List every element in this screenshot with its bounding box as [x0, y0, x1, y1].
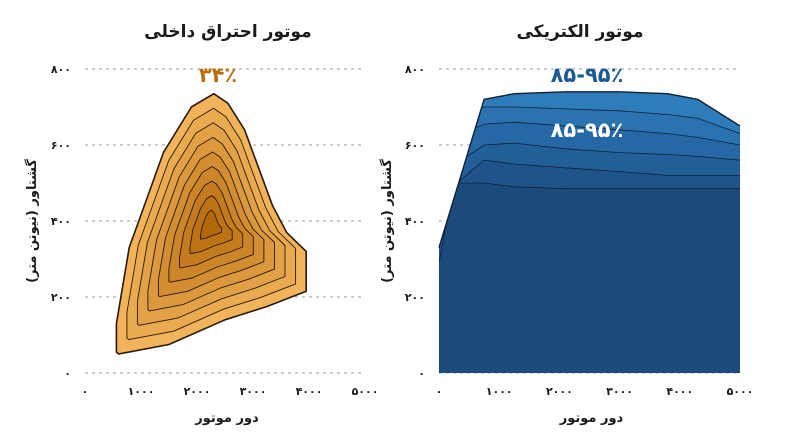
chart-title: موتور الکتریکی	[516, 22, 643, 42]
efficiency-band	[439, 91, 740, 135]
peak-efficiency-label: ۳۴٪	[199, 63, 237, 87]
x-tick-label: ۵۰۰۰	[727, 385, 754, 398]
x-axis-label: دور موتور	[559, 411, 624, 426]
efficiency-label: ۸۵-۹۵٪	[551, 118, 624, 142]
x-tick-label: ۱۰۰۰	[486, 385, 513, 398]
chart-title: موتور احتراق داخلی	[144, 22, 311, 42]
envelope-outline	[438, 91, 741, 248]
efficiency-bands	[439, 91, 740, 264]
y-tick-label: ۰	[64, 367, 71, 380]
y-tick-label: ۰	[418, 367, 425, 380]
y-tick-label: ۲۰۰	[405, 291, 425, 304]
x-tick-label: ۳۰۰۰	[240, 385, 267, 398]
x-tick-label: ۲۰۰۰	[546, 385, 573, 398]
x-tick-label: ۴۰۰۰	[296, 385, 323, 398]
y-axis-label: گشتاور (نیوتن متر)	[24, 159, 40, 283]
panel-2: ۰ ۲۰۰ ۴۰۰ ۶۰۰ ۸۰۰ ۰ ۱۰۰۰ ۲۰۰۰ ۳۰۰۰ ۴۰۰۰ ۵۰۰۰ موتور …	[379, 22, 753, 426]
y-tick-label: ۶۰۰	[405, 139, 425, 152]
contour-ring	[200, 209, 223, 240]
efficiency-label: ۸۵-۹۵٪	[551, 63, 624, 87]
y-tick-label: ۸۰۰	[405, 63, 425, 76]
x-tick-label: ۵۰۰۰	[352, 385, 379, 398]
y-tick-label: ۶۰۰	[51, 139, 71, 152]
x-axis-label: دور موتور	[194, 411, 259, 426]
y-tick-label: ۴۰۰	[51, 215, 71, 228]
x-tick-label: ۲۰۰۰	[184, 385, 211, 398]
x-tick-label: ۱۰۰۰	[128, 385, 155, 398]
x-tick-label: ۴۰۰۰	[666, 385, 693, 398]
panel-1: ۰ ۲۰۰ ۴۰۰ ۶۰۰ ۸۰۰ ۰ ۱۰۰۰ ۲۰۰۰ ۳۰۰۰ ۴۰۰۰ ۵۰۰۰ موتور …	[24, 22, 378, 426]
y-tick-label: ۸۰۰	[51, 63, 71, 76]
x-tick-label: ۰	[436, 385, 443, 398]
x-tick-label: ۳۰۰۰	[606, 385, 633, 398]
y-axis-label: گشتاور (نیوتن متر)	[379, 159, 395, 283]
y-tick-label: ۴۰۰	[405, 215, 425, 228]
y-tick-label: ۲۰۰	[51, 291, 71, 304]
x-tick-label: ۰	[82, 385, 89, 398]
